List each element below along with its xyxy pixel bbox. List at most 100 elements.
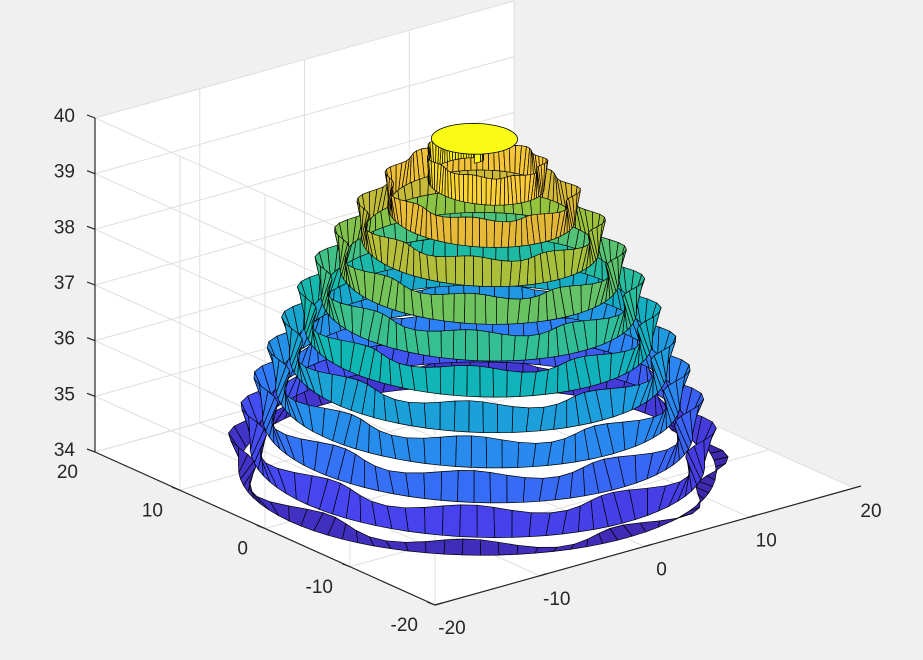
surface-facet — [453, 292, 466, 324]
z-tick-mark — [86, 225, 96, 230]
surface-facet — [496, 403, 514, 434]
surface-facet — [485, 177, 492, 206]
z-tick-label: 37 — [54, 273, 75, 294]
surface-facet — [476, 175, 482, 205]
surface-facet — [440, 470, 459, 502]
surface-facet — [423, 436, 442, 466]
y-tick-mark — [426, 601, 436, 606]
y-tick-label: 0 — [237, 539, 248, 560]
z-tick-label: 34 — [54, 440, 76, 461]
surface-facet — [443, 538, 464, 556]
surface-facet — [423, 401, 441, 431]
surface-facet — [506, 474, 526, 504]
surface-facet — [442, 216, 452, 245]
surface-facet — [479, 539, 500, 556]
surface-facet — [474, 293, 487, 325]
surface-facet — [476, 329, 490, 362]
surface-facet — [485, 436, 503, 469]
surface-facet — [425, 539, 446, 555]
surface-facet — [441, 504, 461, 537]
surface-mesh — [228, 122, 729, 556]
surface-facet — [405, 472, 426, 499]
x-tick-mark — [539, 573, 547, 577]
surface-top-cap — [430, 122, 519, 155]
surface-facet — [473, 470, 491, 504]
surface-facet — [493, 507, 513, 538]
surface-facet — [442, 293, 455, 323]
surface-facet — [492, 367, 508, 398]
z-tick-label: 35 — [54, 384, 75, 405]
surface-facet — [464, 329, 478, 362]
surface-facet — [440, 329, 455, 360]
surface-facet — [468, 400, 484, 433]
y-tick-mark — [256, 524, 266, 530]
surface-facet — [423, 471, 443, 501]
surface-facet — [500, 260, 513, 287]
x-tick-label: 20 — [860, 501, 881, 522]
surface-facet — [445, 255, 456, 285]
surface-facet — [459, 504, 478, 538]
surface-facet — [379, 353, 392, 386]
surface-facet — [453, 365, 468, 397]
grid-line-wall-z — [94, 0, 515, 119]
surface-facet — [453, 400, 470, 433]
z-tick-label: 38 — [54, 217, 75, 238]
surface-facet — [511, 406, 530, 433]
surface-facet — [467, 174, 473, 204]
surface-facet — [454, 255, 466, 286]
surface-facet — [461, 538, 481, 556]
surface-facet — [457, 216, 466, 247]
surface-facet — [464, 216, 473, 247]
surface-facet — [439, 400, 456, 432]
surface-facet — [506, 370, 523, 398]
surface-facet — [430, 293, 444, 322]
z-tick-mark — [86, 337, 96, 342]
surface-facet — [471, 216, 480, 248]
surface-facet — [404, 507, 426, 534]
y-tick-mark — [171, 486, 181, 491]
surface-facet — [506, 298, 521, 325]
surface-facet — [508, 145, 516, 174]
x-tick-mark — [434, 602, 443, 606]
surface-facet — [481, 256, 493, 287]
surface-facet — [491, 258, 502, 287]
surface-facet — [476, 504, 495, 538]
surface-facet — [457, 470, 475, 503]
surface-facet — [470, 435, 488, 469]
x-tick-mark — [853, 485, 862, 489]
x-tick-label: -10 — [543, 589, 570, 610]
x-tick-label: -20 — [438, 618, 465, 639]
surface-facet — [482, 401, 499, 434]
z-tick-mark — [86, 448, 96, 453]
surface-facet — [439, 435, 457, 467]
surface-facet — [452, 329, 467, 361]
surface-facet — [480, 176, 487, 206]
surface-facet — [501, 333, 516, 362]
surface-facet — [463, 174, 469, 204]
surface-facet — [511, 510, 532, 538]
surface-facet — [478, 217, 488, 248]
surface-facet — [473, 255, 483, 287]
z-tick-mark — [86, 281, 96, 286]
surface-facet — [435, 256, 447, 284]
x-tick-label: 0 — [656, 560, 667, 581]
surface-facet — [547, 327, 559, 359]
x-tick-mark — [644, 543, 652, 548]
surface-facet — [404, 541, 427, 554]
surface-facet — [424, 505, 444, 536]
surface-facet — [425, 366, 441, 395]
z-tick-mark — [86, 170, 96, 175]
y-tick-label: 20 — [57, 462, 78, 483]
y-tick-mark — [341, 563, 351, 568]
surface-facet — [458, 173, 464, 203]
z-tick-mark — [86, 114, 96, 119]
surface-facet — [479, 365, 494, 398]
surface-facet — [471, 174, 478, 205]
surface-facet — [488, 331, 503, 362]
y-tick-label: -20 — [391, 615, 418, 636]
z-tick-label: 36 — [54, 329, 75, 350]
surface-facet — [501, 439, 520, 469]
surface-facet — [455, 435, 472, 468]
